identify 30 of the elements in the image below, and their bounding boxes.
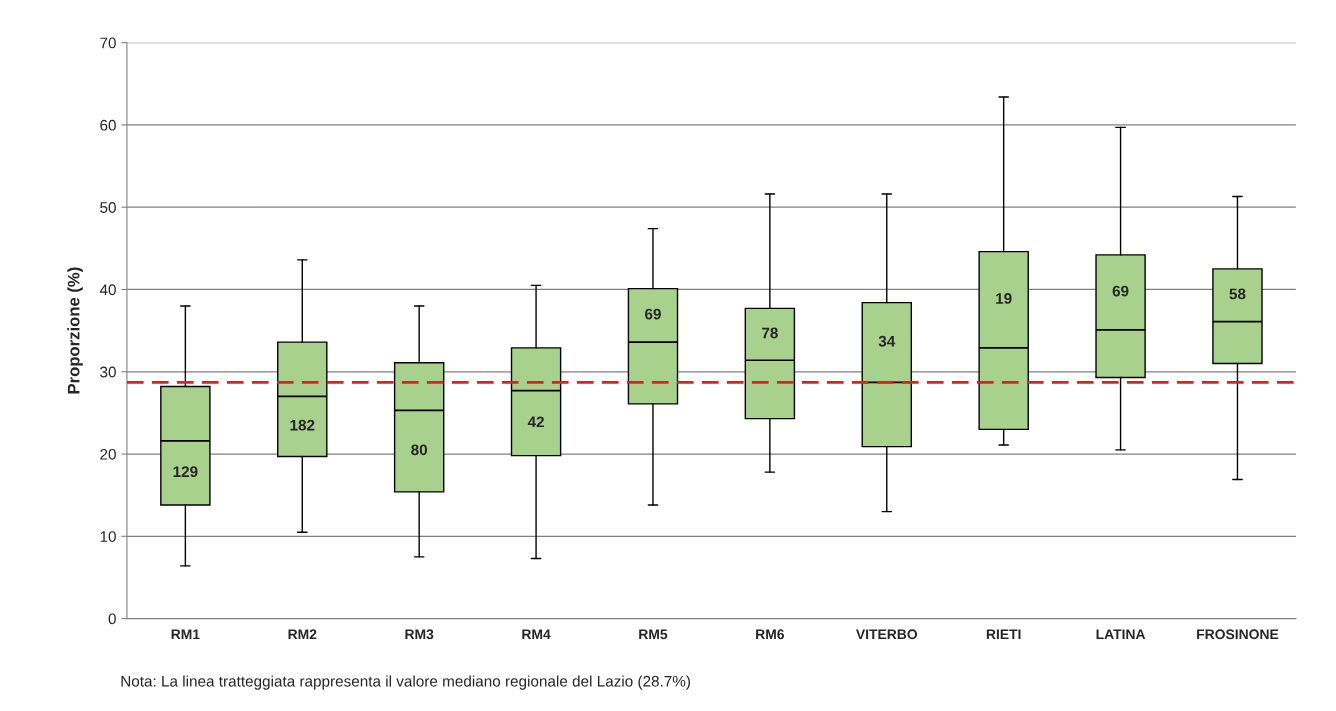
text: 78 xyxy=(762,327,778,339)
y-tick-label: 10 xyxy=(100,531,116,542)
y-tick-label: 40 xyxy=(99,284,116,296)
x-tick-label: RM6 xyxy=(756,629,785,640)
x-tick-label: VITERBO xyxy=(856,629,918,640)
y-tick-label: 50 xyxy=(100,202,116,213)
x-tick-label: LATINA xyxy=(1096,629,1146,640)
text: Nota: La linea tratteggiata rappresenta il valore mediano regionale del Lazio (28.7%) xyxy=(121,675,691,690)
y-tick-label: 20 xyxy=(100,448,116,460)
x-tick-label: RM5 xyxy=(639,629,668,640)
x-tick-label: RM1 xyxy=(171,629,200,640)
text: 42 xyxy=(527,416,544,428)
text: 69 xyxy=(645,308,661,320)
x-tick-label: FROSINONE xyxy=(1197,629,1279,640)
y-tick-label: 70 xyxy=(100,37,116,49)
text: 58 xyxy=(1229,288,1246,300)
y-axis-title: Proporzione (%) xyxy=(67,267,83,394)
text: 34 xyxy=(878,335,896,347)
x-tick-label: RM2 xyxy=(288,629,317,640)
text: 19 xyxy=(996,293,1012,304)
text: 69 xyxy=(1112,285,1129,297)
text: 182 xyxy=(290,419,315,431)
text: 129 xyxy=(173,466,198,478)
x-tick-label: RIETI xyxy=(986,629,1021,640)
y-tick-label: 60 xyxy=(100,119,116,131)
x-tick-label: RM3 xyxy=(405,629,434,640)
y-tick-label: 0 xyxy=(108,613,116,625)
text: 80 xyxy=(411,444,428,456)
x-tick-label: RM4 xyxy=(522,629,551,640)
y-tick-label: 30 xyxy=(100,366,116,378)
